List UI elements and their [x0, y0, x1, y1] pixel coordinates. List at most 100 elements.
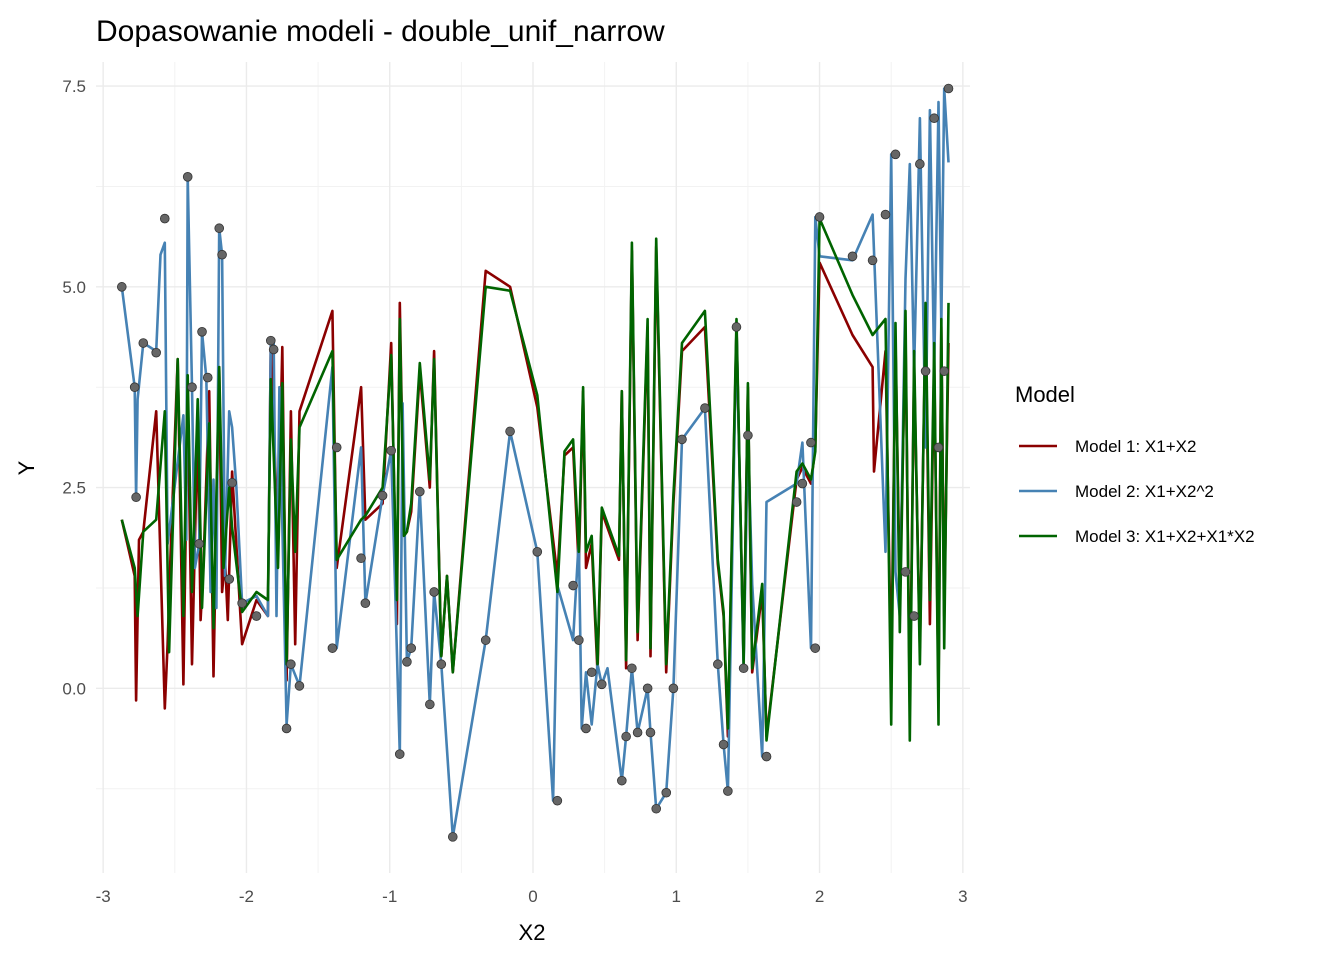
data-point — [406, 643, 417, 653]
data-point — [900, 567, 911, 577]
data-point — [718, 739, 729, 750]
data-point — [867, 255, 878, 266]
data-point — [939, 366, 950, 376]
data-point — [425, 699, 435, 710]
data-point — [920, 366, 931, 376]
data-point — [532, 547, 543, 557]
data-point — [214, 223, 225, 234]
data-point — [890, 149, 901, 160]
data-point — [281, 723, 292, 734]
data-point — [447, 832, 458, 842]
data-point — [138, 338, 149, 348]
data-point — [116, 282, 127, 292]
data-point — [677, 434, 687, 445]
data-point — [402, 657, 412, 667]
y-tick-label: 0.0 — [62, 679, 86, 698]
x-axis-title: X2 — [519, 920, 546, 945]
data-point — [880, 209, 891, 220]
data-point — [915, 159, 925, 169]
data-point — [581, 723, 591, 734]
legend-title: Model — [1015, 382, 1075, 407]
data-point — [596, 679, 607, 690]
data-point — [552, 795, 563, 806]
grid-major — [96, 62, 970, 873]
data-point — [574, 635, 584, 645]
data-point — [129, 382, 140, 393]
data-point — [480, 635, 491, 645]
y-axis-title: Y — [14, 460, 39, 475]
legend-entries: Model 1: X1+X2 Model 2: X1+X2^2 Model 3: X… — [1019, 437, 1255, 546]
data-point — [791, 497, 802, 507]
data-point — [360, 598, 371, 609]
data-point — [761, 751, 772, 762]
data-point — [386, 445, 396, 456]
data-point — [847, 251, 858, 262]
data-point — [182, 172, 193, 182]
data-point — [505, 426, 515, 437]
x-tick-label: 3 — [958, 887, 967, 906]
data-point — [394, 749, 405, 759]
x-tick-label: -2 — [239, 887, 254, 906]
data-point — [159, 213, 170, 224]
data-point — [131, 492, 141, 503]
data-point — [227, 477, 237, 488]
data-point — [651, 803, 662, 814]
data-point — [661, 787, 672, 798]
data-point — [713, 659, 723, 670]
data-point — [909, 611, 919, 621]
data-point — [265, 335, 276, 346]
data-point — [929, 113, 939, 124]
legend-label-3: Model 3: X1+X2+X1*X2 — [1075, 527, 1255, 546]
data-point — [268, 344, 279, 355]
data-point — [251, 611, 262, 621]
data-point — [642, 683, 653, 694]
data-point — [933, 442, 944, 453]
data-point — [294, 681, 305, 691]
data-point — [436, 659, 447, 670]
data-point — [415, 486, 425, 497]
data-point — [731, 322, 742, 332]
y-tick-label: 7.5 — [62, 77, 86, 96]
data-point — [356, 553, 366, 564]
data-point — [197, 326, 207, 337]
x-tick-label: 1 — [672, 887, 681, 906]
data-point — [586, 667, 597, 678]
x-tick-label: -3 — [96, 887, 111, 906]
data-point — [723, 786, 733, 796]
y-tick-label: 2.5 — [62, 479, 86, 498]
data-point — [797, 478, 808, 489]
points-layer — [116, 83, 954, 842]
data-point — [810, 643, 821, 653]
data-point — [327, 643, 338, 653]
x-axis-ticks: -3 -2 -1 0 1 2 3 — [96, 887, 968, 906]
x-tick-label: 0 — [528, 887, 537, 906]
data-point — [377, 490, 388, 501]
data-point — [645, 727, 656, 738]
legend-label-1: Model 1: X1+X2 — [1075, 437, 1196, 456]
y-axis-ticks: 0.0 2.5 5.0 7.5 — [62, 77, 86, 698]
series-layer — [120, 87, 950, 839]
series-line-3 — [120, 217, 950, 742]
data-point — [621, 731, 631, 742]
data-point — [627, 663, 637, 674]
data-point — [187, 382, 197, 393]
data-point — [194, 538, 204, 549]
data-point — [668, 683, 679, 694]
data-point — [814, 212, 825, 222]
data-point — [738, 663, 749, 674]
legend-label-2: Model 2: X1+X2^2 — [1075, 482, 1214, 501]
data-point — [224, 574, 235, 584]
data-point — [202, 372, 213, 383]
data-point — [331, 442, 342, 453]
data-point — [632, 727, 643, 738]
data-point — [743, 430, 753, 441]
x-tick-label: 2 — [815, 887, 824, 906]
data-point — [286, 659, 296, 670]
data-point — [568, 580, 578, 591]
data-point — [217, 249, 227, 260]
chart-title: Dopasowanie modeli - double_unif_narrow — [96, 15, 665, 48]
data-point — [700, 403, 710, 413]
data-point — [237, 598, 247, 609]
